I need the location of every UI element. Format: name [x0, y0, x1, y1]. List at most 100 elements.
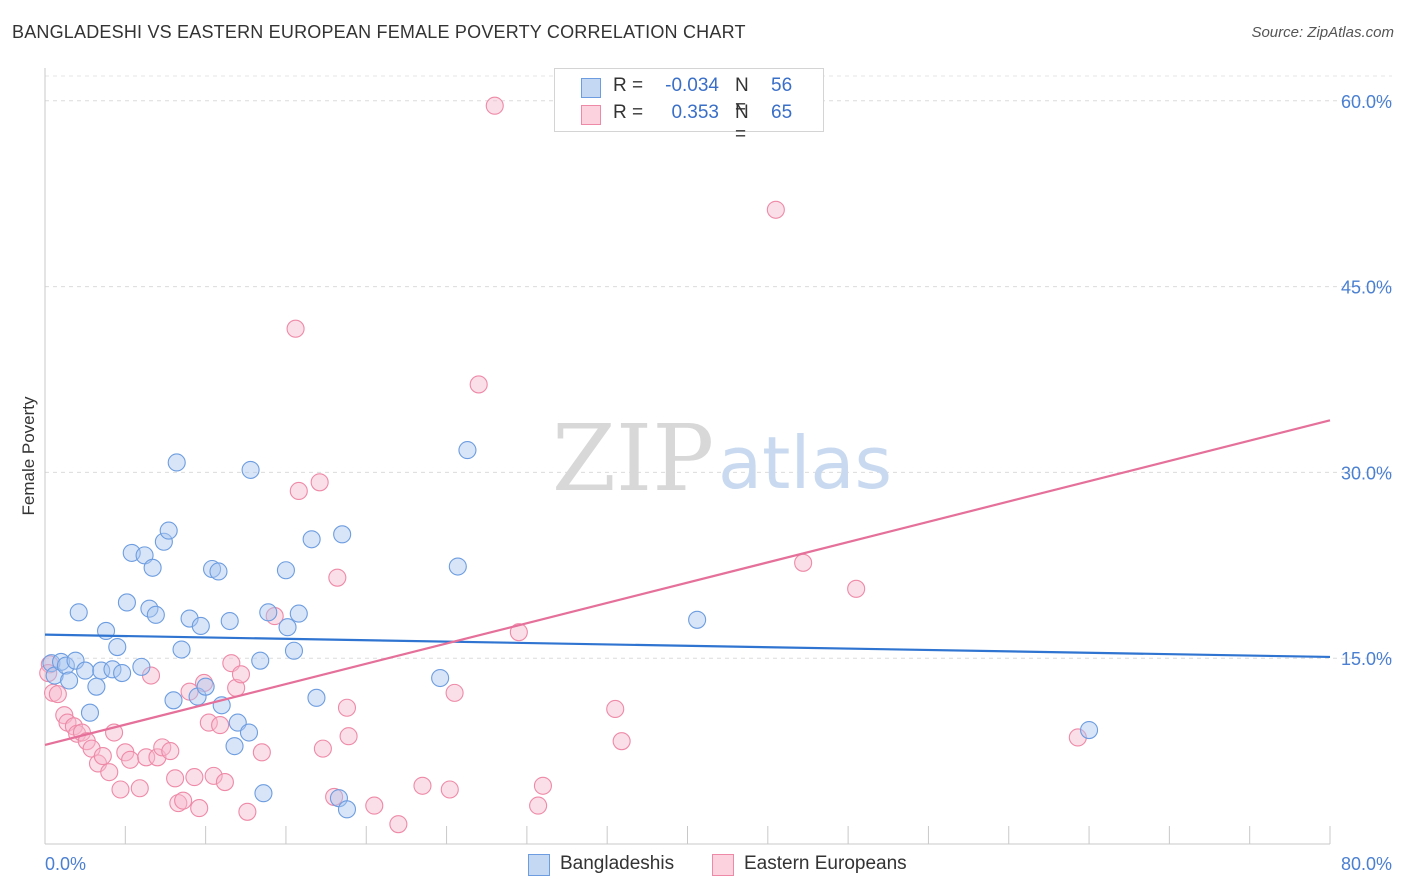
watermark-atlas: atlas — [718, 421, 892, 505]
bangladeshi-point — [76, 661, 95, 680]
bangladeshi-point — [56, 656, 75, 675]
legend-label: Eastern Europeans — [744, 853, 907, 874]
eastern-european-point — [231, 665, 251, 684]
eastern-european-point — [794, 553, 813, 572]
eastern-european-point — [161, 742, 180, 761]
bangladeshi-point — [688, 610, 707, 629]
y-tick-label: 45.0% — [1341, 278, 1392, 298]
bangladeshi-point — [251, 651, 270, 670]
eastern-european-point — [766, 200, 785, 219]
bangladeshi-point — [458, 441, 477, 460]
grid-lines — [45, 75, 1392, 659]
trend-lines — [44, 419, 1331, 746]
bangladeshi-point — [239, 723, 259, 742]
eastern-european-point — [199, 713, 218, 732]
y-axis-label: Female Poverty — [19, 396, 38, 516]
bangladeshi-point — [113, 664, 132, 683]
bangladeshi-point — [276, 561, 295, 580]
bangladeshi-point — [259, 603, 278, 622]
bangladeshi-point — [209, 562, 228, 581]
legend-n-label: N = — [735, 75, 749, 118]
eastern-european-point — [111, 780, 130, 799]
bangladeshi-point — [225, 737, 244, 756]
bangladeshi-point — [196, 677, 215, 696]
eastern-european-point — [533, 776, 552, 795]
legend-swatch-pink — [712, 854, 734, 876]
eastern-european-point — [215, 773, 234, 792]
eastern-european-point — [238, 802, 257, 821]
legend-n-label: N = — [735, 102, 749, 145]
bangladeshi-point — [159, 521, 178, 540]
eastern-european-point — [48, 685, 67, 704]
bangladeshi-point — [60, 671, 79, 690]
eastern-european-point — [339, 727, 358, 746]
y-tick-label: 30.0% — [1341, 463, 1392, 483]
bangladeshi-point — [172, 640, 191, 659]
eastern-european-point — [310, 473, 329, 492]
eastern-european-point — [413, 776, 432, 795]
eastern-european-point — [365, 796, 384, 815]
bangladeshi-trend-line — [44, 633, 1331, 659]
bangladeshi-point — [117, 593, 136, 612]
eastern-european-point — [337, 698, 357, 717]
bangladeshi-point — [337, 800, 357, 819]
legend-label: Bangladeshis — [560, 853, 675, 874]
bangladeshi-point — [448, 557, 467, 576]
eastern-european-point — [166, 769, 185, 788]
watermark-zip: ZIP — [552, 405, 714, 512]
chart-title: BANGLADESHI VS EASTERN EUROPEAN FEMALE P… — [12, 22, 746, 42]
bangladeshi-point — [1080, 720, 1099, 740]
legend-swatch-pink — [581, 105, 601, 125]
bangladeshi-point — [66, 651, 85, 670]
correlation-legend: R = -0.034 N = 56 R = 0.353 N = 65 — [554, 68, 824, 145]
eastern-european-point — [121, 750, 140, 769]
bangladeshi-point — [154, 532, 173, 551]
eastern-european-point — [130, 779, 149, 798]
bangladeshi-point — [167, 453, 186, 472]
eastern-european-point — [174, 791, 193, 810]
eastern-european-point — [185, 768, 204, 787]
bangladeshi-point — [191, 616, 210, 636]
bangladeshi-point — [146, 605, 165, 624]
eastern-european-point — [485, 96, 504, 115]
eastern-european-point — [169, 794, 188, 813]
bangladeshi-point — [220, 611, 239, 631]
bangladeshi-point — [278, 618, 297, 637]
legend-n-value: 56 — [771, 75, 793, 96]
eastern-european-point — [606, 699, 625, 719]
eastern-european-point — [100, 763, 119, 782]
eastern-european-trend-line — [44, 419, 1331, 746]
legend-swatch-blue — [528, 854, 550, 876]
eastern-european-point — [529, 796, 548, 815]
bangladeshi-point — [307, 688, 326, 707]
eastern-european-point — [286, 319, 305, 338]
legend-r-label: R = — [613, 102, 644, 123]
bangladeshi-point — [103, 660, 122, 679]
eastern-european-point — [93, 747, 112, 766]
bangladeshi-point — [143, 558, 162, 577]
bangladeshi-point — [302, 530, 321, 549]
bangladeshi-point — [164, 691, 183, 710]
eastern-european-point — [211, 716, 230, 735]
tick-labels: 15.0% 30.0% 45.0% 60.0% 0.0% 80.0% — [45, 92, 1392, 874]
bangladeshi-point — [87, 677, 106, 696]
eastern-european-point — [204, 766, 223, 785]
source-credit: Source: ZipAtlas.com — [1251, 24, 1394, 41]
legend-n-value: 65 — [771, 102, 793, 123]
eastern-european-point — [313, 739, 332, 758]
bangladeshi-point — [108, 637, 127, 657]
watermark: ZIP atlas — [552, 405, 892, 512]
legend-r-label: R = — [613, 75, 644, 96]
bangladeshi-point — [289, 604, 308, 623]
eastern-european-point — [252, 743, 271, 762]
x-tick-label: 80.0% — [1341, 854, 1392, 874]
axes — [44, 68, 1331, 845]
eastern-european-point — [440, 780, 459, 799]
eastern-european-point — [190, 799, 209, 818]
bangladeshi-point — [254, 784, 273, 803]
bangladeshi-point — [180, 609, 199, 628]
y-tick-label: 15.0% — [1341, 649, 1392, 669]
eastern-european-point — [612, 732, 631, 751]
eastern-european-point — [328, 568, 347, 587]
